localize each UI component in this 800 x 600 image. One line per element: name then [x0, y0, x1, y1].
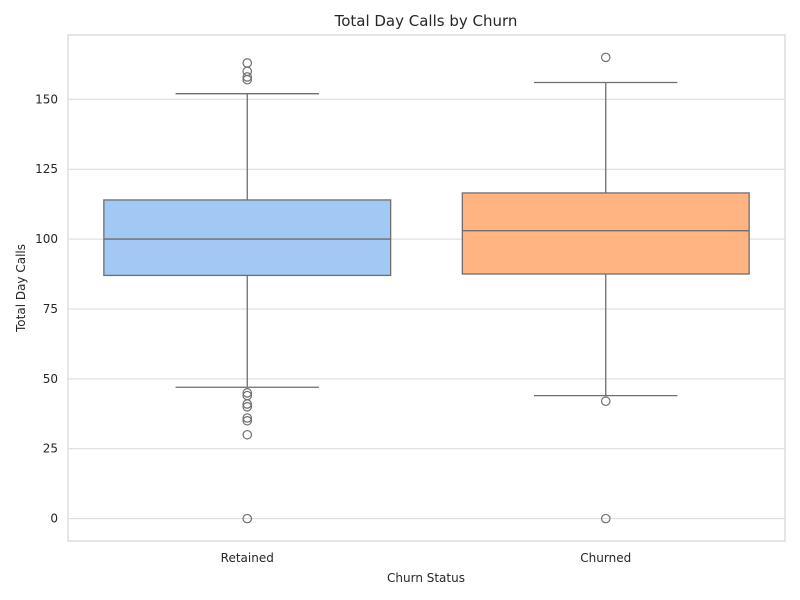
x-tick-labels: Retained Churned: [221, 551, 632, 565]
y-tick-label-25: 25: [43, 442, 58, 456]
y-tick-labels: 0 25 50 75 100 125 150: [35, 92, 58, 525]
y-tick-label-150: 150: [35, 92, 58, 106]
outlier-retained-11: [242, 513, 253, 524]
plot-area: [67, 34, 786, 542]
x-tick-label-churned: Churned: [580, 551, 631, 565]
y-tick-label-50: 50: [43, 372, 58, 386]
outlier-churned-0: [600, 52, 611, 63]
outlier-retained-9: [242, 415, 253, 426]
iqr-box-churned: [461, 192, 750, 275]
y-tick-label-75: 75: [43, 302, 58, 316]
outlier-retained-8: [242, 413, 253, 423]
x-axis-label: Churn Status: [387, 571, 465, 585]
box-churned: [461, 52, 750, 524]
outlier-retained-7: [242, 402, 253, 412]
outlier-churned-1: [600, 396, 611, 407]
y-tick-label-100: 100: [35, 232, 58, 246]
y-axis-label: Total Day Calls: [14, 244, 28, 333]
y-tick-label-0: 0: [50, 512, 58, 526]
x-tick-label-retained: Retained: [221, 551, 274, 565]
outlier-retained-3: [242, 74, 253, 85]
boxes: [103, 52, 750, 524]
outlier-retained-4: [242, 388, 253, 398]
outlier-retained-6: [242, 399, 253, 409]
y-tick-label-125: 125: [35, 162, 58, 176]
box-retained: [103, 58, 392, 524]
outlier-churned-2: [600, 513, 611, 524]
chart-title: Total Day Calls by Churn: [334, 12, 518, 30]
outlier-retained-10: [242, 429, 253, 440]
outlier-retained-2: [242, 72, 253, 82]
iqr-box-retained: [103, 199, 392, 277]
